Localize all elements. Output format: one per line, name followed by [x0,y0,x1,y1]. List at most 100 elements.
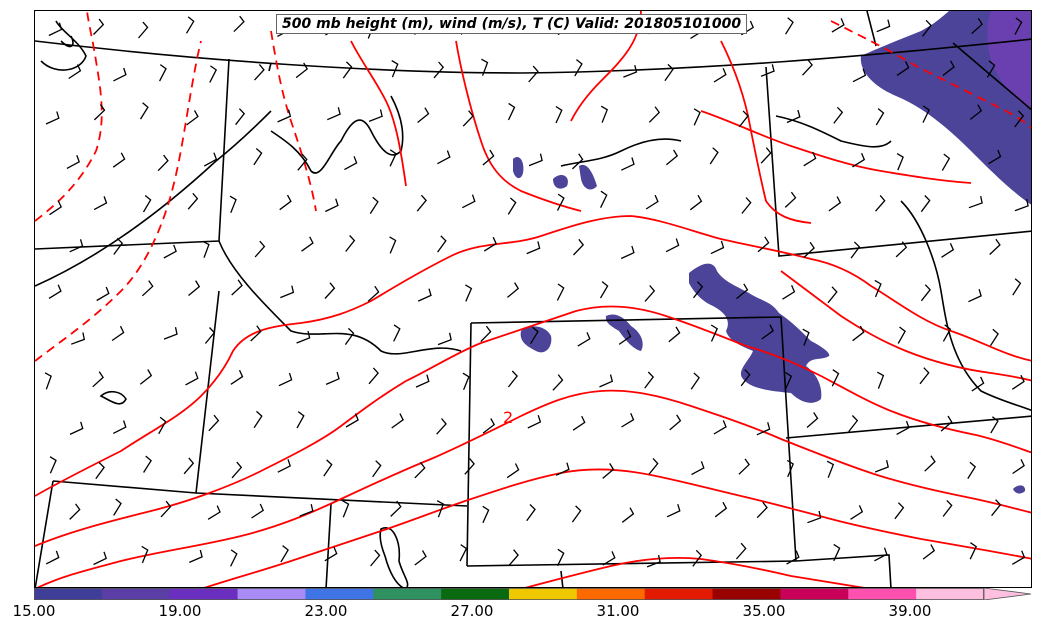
wind-barb [139,369,153,385]
wind-barb [831,18,845,33]
wind-barb [157,154,169,172]
wind-barb [555,462,570,476]
wind-barb [577,332,591,347]
wind-barb [112,152,126,168]
wind-barb [646,554,661,568]
wind-barb [894,502,905,520]
wind-barb [924,455,936,472]
wind-barb [296,411,305,429]
wind-barb [327,107,341,121]
wind-barb [163,244,177,259]
wind-barb [760,64,775,77]
colorbar-segment [169,588,239,600]
wind-barb [437,332,452,346]
wind-barb [95,462,105,480]
wind-barb [344,327,355,345]
wind-barb [1014,110,1025,128]
wind-barb [826,460,835,478]
wind-barb [142,194,152,213]
wind-barb [666,504,681,518]
wind-barb [437,235,447,253]
wind-barb [802,59,813,76]
wind-barb [393,324,401,342]
wind-barb [295,62,309,79]
wind-barb [833,106,844,124]
wind-barb [852,152,866,168]
wind-barb [692,281,704,299]
border-idaho-montana [218,240,462,355]
colorbar-tick-label-2: 23.00 [304,602,348,620]
wind-barb [345,235,356,252]
wind-barb [713,420,727,435]
wind-barb [96,286,110,302]
wind-barb [278,372,293,387]
wind-barb [207,505,221,520]
wind-barb [692,549,703,567]
colorbar-tick-label-0: 15.00 [12,602,56,620]
wind-barb [761,324,774,340]
border-texas [560,554,892,587]
contour-north-5 [720,40,812,224]
wind-barb [507,197,517,215]
colorbar-segment [305,588,374,600]
coastline-river-1 [40,20,87,71]
shaded-area-nebraska [689,263,830,403]
lake-nm [379,527,409,587]
wind-barb [920,284,931,302]
wind-barb [69,503,81,520]
wind-barb [689,194,703,211]
wind-barb [480,325,492,343]
wind-barb [571,153,584,170]
temperature-contours-dashed [35,11,1031,362]
wind-barb [648,106,661,123]
wind-barb [299,504,314,517]
wind-barb [1012,459,1025,475]
colorbar-segment [441,588,510,600]
map-title: 500 mb height (m), wind (m/s), T (C) Val… [276,14,748,34]
wind-barb [370,549,381,567]
wind-barb [158,416,167,435]
wind-barb [66,154,81,169]
border-colorado-west [466,322,472,567]
wind-barb [875,194,886,212]
wind-barb [986,60,996,78]
border-montana-wyoming [35,110,272,287]
wind-barb [941,243,955,258]
wind-barb [160,500,172,518]
wind-barb [528,153,543,167]
wind-barb [850,505,864,520]
wind-barb [942,60,955,77]
wind-barb [621,157,635,171]
wind-barb [280,545,289,563]
wind-barb [693,108,701,126]
wind-barb [231,279,243,296]
wind-barb [251,503,265,519]
wind-barb [482,505,490,524]
wind-barb [896,420,910,435]
wind-barb [208,414,220,432]
shaded-area-southeast [1013,485,1026,494]
wind-barb [372,460,382,478]
wind-barb [710,240,725,255]
wind-barb [874,279,882,298]
shaded-area-small-3 [579,164,597,190]
wind-barb [113,67,127,82]
wind-barb [664,63,674,82]
contour-1 [35,215,1031,497]
wind-barb [48,284,62,299]
wind-barb [648,457,659,475]
wind-barb [417,107,430,124]
wind-barb [143,455,152,473]
colorbar-tick-label-3: 27.00 [450,602,494,620]
wind-barb [920,195,931,213]
wind-barb [296,330,311,344]
wind-barb [784,371,793,390]
wind-barb [922,544,936,560]
wind-barb [784,191,797,208]
wind-barb [602,551,616,566]
wind-barb [895,241,908,258]
colorbar-tick-label-1: 19.00 [158,602,202,620]
border-newmexico [325,503,332,587]
border-kansas-oklahoma [785,415,1031,439]
wind-barb [623,65,638,78]
